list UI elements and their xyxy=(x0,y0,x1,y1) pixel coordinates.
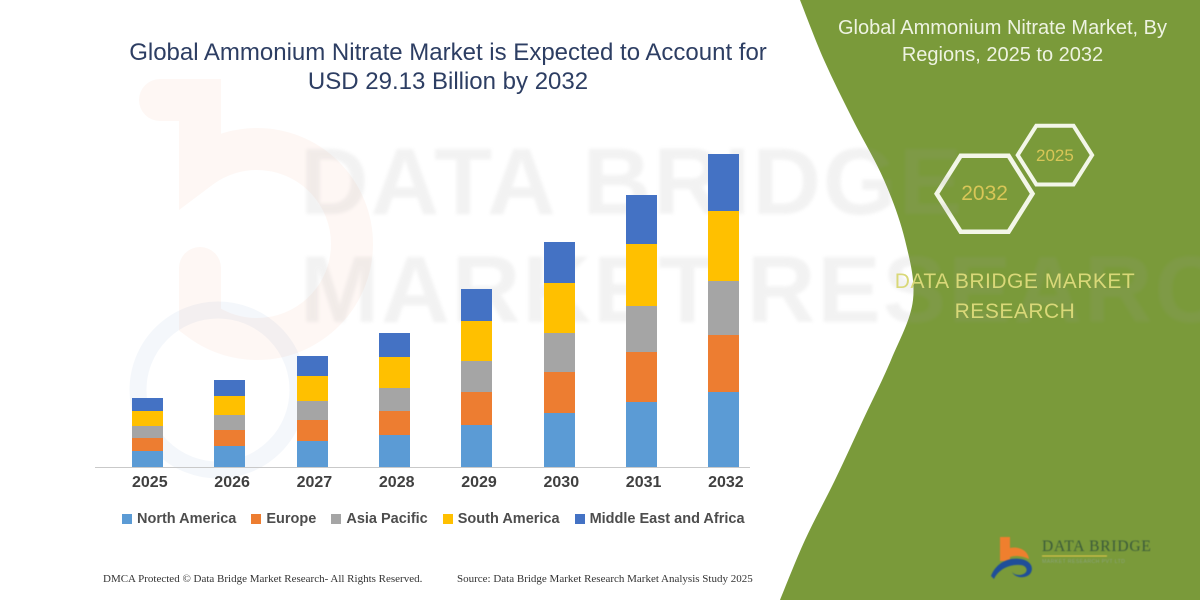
svg-text:2025: 2025 xyxy=(1036,146,1074,165)
svg-text:MARKET RESEARCH PVT LTD: MARKET RESEARCH PVT LTD xyxy=(1042,559,1125,565)
svg-text:DATA BRIDGE: DATA BRIDGE xyxy=(1042,538,1152,555)
